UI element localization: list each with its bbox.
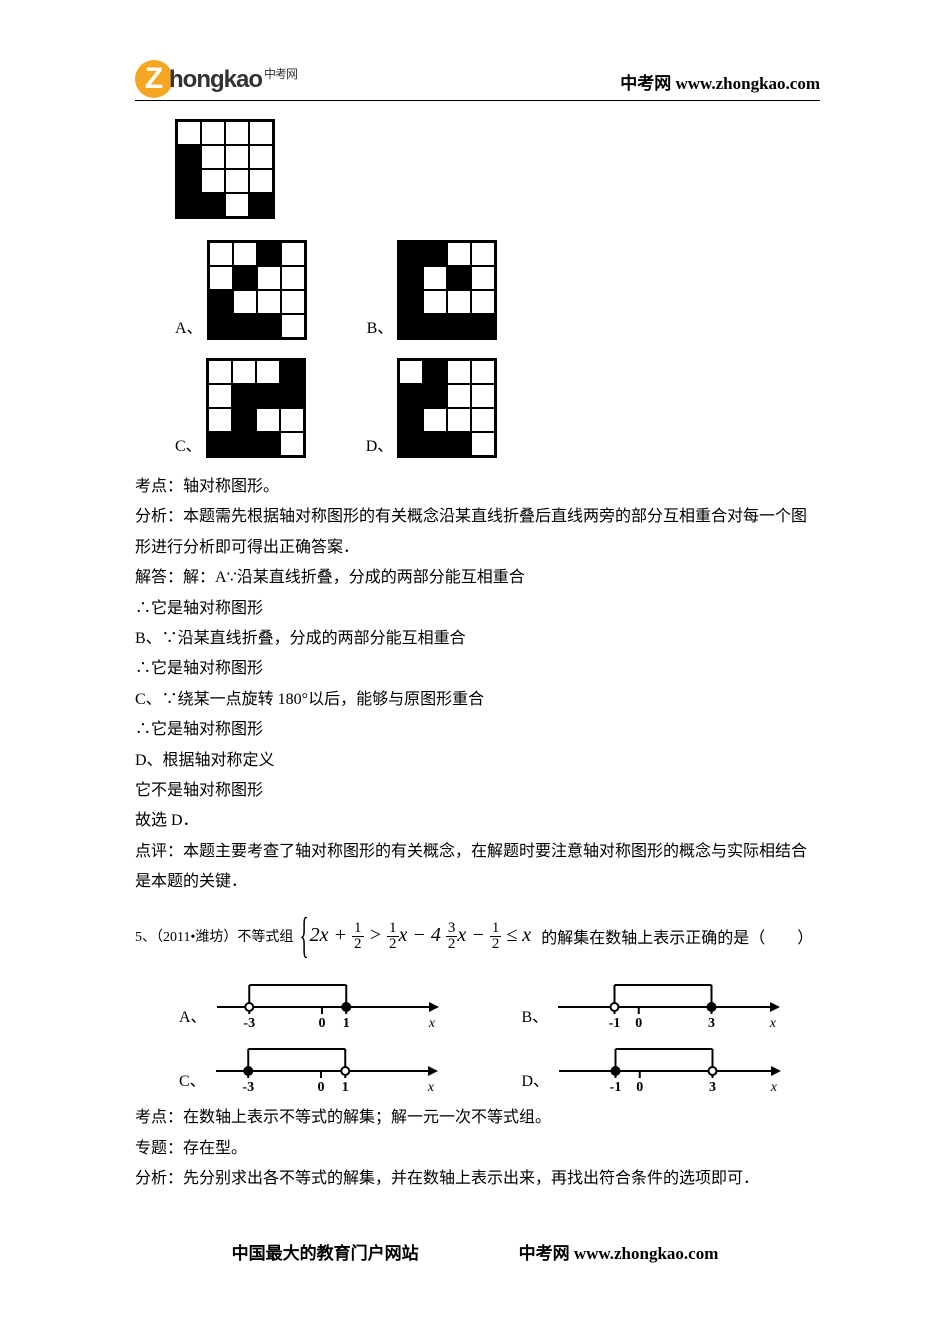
kaodian-label: 考点： <box>135 478 183 495</box>
d-line: D、根据轴对称定义 <box>135 746 820 776</box>
question-5: 5、（2011•潍坊）不等式组 { 2x + 12 > 12x − 4 32x … <box>135 917 820 955</box>
logo: Z hongkao中考网 <box>135 60 297 98</box>
nline-d-label: D、 <box>522 1067 550 1093</box>
nline-option-c: C、 -3 0 1 x <box>135 1037 478 1093</box>
svg-text:1: 1 <box>342 1016 349 1029</box>
option-b-label: B、 <box>367 314 394 340</box>
nline-c-label: C、 <box>179 1067 206 1093</box>
brace-icon: { <box>300 912 309 961</box>
page-header: Z hongkao中考网 中考网 www.zhongkao.com <box>135 60 820 101</box>
number-line-b: -1 0 3 x <box>554 973 784 1029</box>
jieda-label: 解答： <box>135 569 183 586</box>
number-line-c: -3 0 1 x <box>212 1037 442 1093</box>
q5-prefix: 5、（2011•潍坊）不等式组 <box>135 926 293 946</box>
option-b: B、 <box>367 240 498 340</box>
nline-option-a: A、 -3 0 1 x <box>135 973 478 1029</box>
svg-text:-3: -3 <box>242 1080 254 1093</box>
q5-zhuanti-label: 专题： <box>135 1140 183 1157</box>
nline-option-d: D、 -1 0 3 x <box>478 1037 821 1093</box>
svg-text:1: 1 <box>341 1080 348 1093</box>
nline-a-label: A、 <box>179 1003 207 1029</box>
option-c: C、 <box>135 358 306 458</box>
q5-fenxi-label: 分析： <box>135 1170 183 1187</box>
nline-b-label: B、 <box>522 1003 549 1029</box>
b-line: B、∵沿某直线折叠，分成的两部分能互相重合 <box>135 624 820 654</box>
inequality-system: 2x + 12 > 12x − 4 32x − 12 ≤ x <box>310 921 532 952</box>
q5-zhuanti: 存在型。 <box>183 1140 247 1157</box>
d-not: 它不是轴对称图形 <box>135 776 820 806</box>
so-b: ∴它是轴对称图形 <box>135 654 820 684</box>
svg-text:x: x <box>427 1016 435 1029</box>
dianping: 本题主要考查了轴对称图形的有关概念，在解题时要注意轴对称图形的概念与实际相结合是… <box>135 843 807 890</box>
q5-kaodian: 在数轴上表示不等式的解集；解一元一次不等式组。 <box>183 1109 551 1126</box>
q5-kaodian-label: 考点： <box>135 1109 183 1126</box>
so-c: ∴它是轴对称图形 <box>135 715 820 745</box>
dianping-label: 点评： <box>135 843 183 860</box>
number-line-d: -1 0 3 x <box>555 1037 785 1093</box>
so-a: ∴它是轴对称图形 <box>135 594 820 624</box>
q5-fenxi: 先分别求出各不等式的解集，并在数轴上表示出来，再找出符合条件的选项即可． <box>183 1170 759 1187</box>
svg-text:x: x <box>769 1016 777 1029</box>
gu-xuan: 故选 D． <box>135 806 820 836</box>
svg-text:0: 0 <box>636 1080 643 1093</box>
fenxi: 本题需先根据轴对称图形的有关概念沿某直线折叠后直线两旁的部分互相重合对每一个图形… <box>135 508 807 555</box>
option-a: A、 <box>135 240 307 340</box>
option-row-1: A、 B、 <box>135 240 820 340</box>
svg-text:-1: -1 <box>609 1016 621 1029</box>
footer-right: 中考网 www.zhongkao.com <box>519 1239 719 1264</box>
svg-text:3: 3 <box>708 1016 715 1029</box>
explanation-q5: 考点：在数轴上表示不等式的解集；解一元一次不等式组。 专题：存在型。 分析：先分… <box>135 1103 820 1194</box>
number-line-options: A、 -3 0 1 x B、 -1 0 3 x C、 -3 0 1 x D、 -1 0 3 x <box>135 973 820 1093</box>
number-line-a: -3 0 1 x <box>213 973 443 1029</box>
header-site: 中考网 www.zhongkao.com <box>620 69 820 98</box>
kaodian: 轴对称图形。 <box>183 478 279 495</box>
svg-text:3: 3 <box>709 1080 716 1093</box>
q5-suffix: 的解集在数轴上表示正确的是（ ） <box>541 924 813 948</box>
explanation-q4: 考点：轴对称图形。 分析：本题需先根据轴对称图形的有关概念沿某直线折叠后直线两旁… <box>135 472 820 897</box>
footer-left: 中国最大的教育门户网站 <box>232 1239 419 1264</box>
logo-icon: Z <box>135 60 173 98</box>
nline-option-b: B、 -1 0 3 x <box>478 973 821 1029</box>
svg-text:-3: -3 <box>243 1016 255 1029</box>
page-footer: 中国最大的教育门户网站 中考网 www.zhongkao.com <box>0 1239 950 1264</box>
option-d: D、 <box>366 358 498 458</box>
logo-text: hongkao中考网 <box>169 65 297 94</box>
fenxi-label: 分析： <box>135 508 183 525</box>
svg-text:0: 0 <box>317 1080 324 1093</box>
svg-text:-1: -1 <box>610 1080 622 1093</box>
option-row-2: C、 D、 <box>135 358 820 458</box>
jieda-a: 解：A∵沿某直线折叠，分成的两部分能互相重合 <box>183 569 525 586</box>
option-a-label: A、 <box>175 314 203 340</box>
option-d-label: D、 <box>366 432 394 458</box>
svg-text:0: 0 <box>635 1016 642 1029</box>
svg-text:0: 0 <box>318 1016 325 1029</box>
option-c-label: C、 <box>175 432 202 458</box>
c-line: C、∵绕某一点旋转 180°以后，能够与原图形重合 <box>135 685 820 715</box>
svg-text:x: x <box>426 1080 434 1093</box>
problem-grid <box>175 119 820 222</box>
svg-text:x: x <box>770 1080 778 1093</box>
